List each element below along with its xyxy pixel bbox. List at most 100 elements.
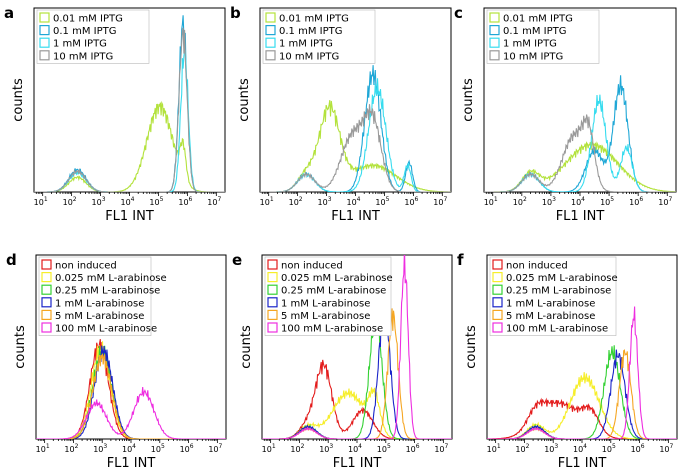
series-line — [36, 339, 226, 439]
legend-swatch — [267, 309, 278, 320]
tick-exponent: 7 — [217, 196, 221, 203]
series-line — [36, 386, 226, 439]
legend-label: 5 mM L-arabinose — [506, 311, 595, 322]
panel-label: c — [454, 4, 463, 22]
series-line — [262, 255, 452, 439]
series-line — [34, 27, 225, 192]
legend-label: 10 mM IPTG — [503, 51, 563, 62]
x-tick-label: 104 — [348, 443, 362, 454]
tick-exponent: 7 — [443, 196, 447, 203]
tick-exponent: 1 — [44, 196, 48, 203]
tick-exponent: 6 — [641, 443, 645, 450]
x-tick-label: 107 — [207, 196, 221, 207]
legend-label: 0.025 mM L-arabinose — [281, 273, 393, 284]
legend-swatch — [492, 259, 503, 270]
series-line — [487, 397, 677, 439]
tick-exponent: 1 — [270, 196, 274, 203]
x-tick-label: 103 — [92, 196, 106, 207]
panel-label: e — [232, 251, 242, 269]
series-line — [484, 75, 676, 192]
x-tick-label: 102 — [290, 443, 304, 454]
panel-b: b counts FL1 INT 101 102 103 104 105 106 107 0.01 … — [230, 4, 452, 224]
x-tick-label: 102 — [513, 196, 527, 207]
legend-label: 1 mM L-arabinose — [281, 298, 370, 309]
legend-label: 10 mM IPTG — [279, 51, 339, 62]
tick-exponent: 7 — [670, 443, 674, 450]
tick-exponent: 2 — [301, 443, 305, 450]
panel-label: b — [230, 4, 241, 22]
panel-label: a — [4, 4, 14, 22]
series-line — [484, 140, 676, 192]
tick-exponent: 5 — [386, 196, 390, 203]
legend-label: 1 mM L-arabinose — [55, 298, 144, 309]
tick-exponent: 1 — [272, 443, 276, 450]
tick-exponent: 4 — [581, 196, 585, 203]
tick-exponent: 6 — [639, 196, 643, 203]
x-tick-label: 104 — [122, 443, 136, 454]
legend-label: 1 mM L-arabinose — [506, 298, 595, 309]
legend-label: 0.25 mM L-arabinose — [55, 286, 160, 297]
legend-swatch — [41, 272, 52, 283]
tick-exponent: 5 — [612, 443, 616, 450]
x-tick-label: 103 — [318, 196, 332, 207]
legend-swatch — [267, 259, 278, 270]
tick-exponent: 6 — [189, 196, 193, 203]
legend-swatch — [492, 272, 503, 283]
x-tick-label: 105 — [375, 196, 389, 207]
x-tick-label: 103 — [544, 443, 558, 454]
panel-d: d counts FL1 INT 101 102 103 104 105 106 107 non i… — [6, 251, 227, 471]
tick-exponent: 5 — [387, 443, 391, 450]
series-line — [260, 100, 451, 192]
legend-swatch — [265, 37, 276, 48]
x-tick-label: 102 — [515, 443, 529, 454]
panel-f: f counts FL1 INT 101 102 103 104 105 106 107 non i… — [457, 251, 678, 471]
x-tick-label: 105 — [151, 443, 165, 454]
legend-label: 0.1 mM IPTG — [503, 26, 566, 37]
legend-swatch — [267, 272, 278, 283]
tick-exponent: 3 — [103, 443, 107, 450]
tick-exponent: 5 — [610, 196, 614, 203]
legend-label: non induced — [55, 261, 117, 272]
x-tick-label: 105 — [377, 443, 391, 454]
x-tick-label: 107 — [208, 443, 222, 454]
x-tick-label: 104 — [346, 196, 360, 207]
tick-exponent: 3 — [102, 196, 106, 203]
legend-box — [264, 256, 392, 336]
tick-exponent: 3 — [329, 443, 333, 450]
x-tick-label: 104 — [573, 443, 587, 454]
legend-swatch — [41, 259, 52, 270]
tick-exponent: 2 — [526, 443, 530, 450]
legend-label: 100 mM L-arabinose — [55, 324, 157, 335]
legend-swatch — [39, 50, 50, 61]
tick-exponent: 2 — [299, 196, 303, 203]
legend-label: 0.25 mM L-arabinose — [506, 286, 611, 297]
legend-label: 10 mM IPTG — [53, 51, 113, 62]
x-tick-label: 105 — [600, 196, 614, 207]
legend-label: 1 mM IPTG — [279, 39, 333, 50]
legend-swatch — [265, 12, 276, 23]
tick-exponent: 1 — [46, 443, 50, 450]
legend-swatch — [492, 322, 503, 333]
series-line — [34, 100, 225, 192]
legend-swatch — [267, 284, 278, 295]
tick-exponent: 3 — [554, 443, 558, 450]
tick-exponent: 4 — [583, 443, 587, 450]
x-tick-label: 102 — [64, 443, 78, 454]
legend-swatch — [265, 25, 276, 36]
x-tick-label: 106 — [406, 443, 420, 454]
legend-swatch — [492, 309, 503, 320]
panel-a: a counts FL1 INT 101 102 103 104 105 106 107 0.01 … — [4, 4, 226, 224]
y-axis-label: counts — [237, 78, 252, 122]
series-line — [36, 353, 226, 439]
legend-box — [36, 9, 150, 64]
legend-label: 1 mM IPTG — [503, 39, 557, 50]
y-axis-label: counts — [461, 78, 476, 122]
y-axis-label: counts — [239, 325, 254, 369]
legend-swatch — [267, 322, 278, 333]
tick-exponent: 1 — [494, 196, 498, 203]
legend-label: 0.25 mM L-arabinose — [281, 286, 386, 297]
x-tick-label: 102 — [63, 196, 77, 207]
